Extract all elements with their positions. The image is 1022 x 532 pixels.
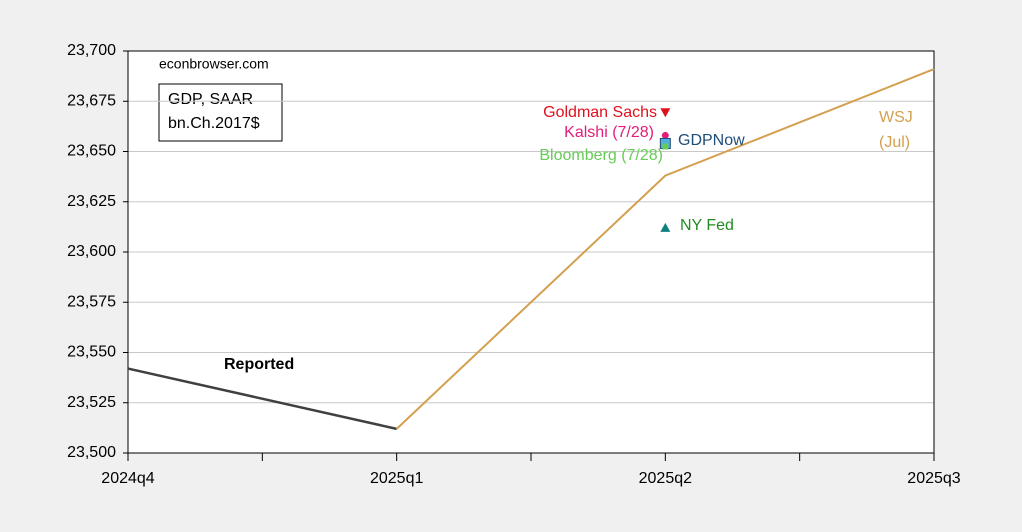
y-tick-label: 23,525 xyxy=(67,394,116,411)
series-label: Bloomberg (7/28) xyxy=(539,147,663,164)
units-box xyxy=(158,83,283,142)
marker xyxy=(662,143,669,150)
series-line xyxy=(395,68,935,430)
y-tick-label: 23,575 xyxy=(67,293,116,310)
series-label: GDPNow xyxy=(678,132,745,149)
y-tick-label: 23,700 xyxy=(67,42,116,59)
y-tick-label: 23,600 xyxy=(67,243,116,260)
y-tick-label: 23,650 xyxy=(67,143,116,160)
series-line xyxy=(127,367,397,431)
source: econbrowser.com xyxy=(159,56,269,72)
y-tick-label: 23,500 xyxy=(67,444,116,461)
series-label: Reported xyxy=(224,356,294,373)
series-label: WSJ xyxy=(879,109,913,126)
series-label: Goldman Sachs xyxy=(543,104,657,121)
y-tick-label: 23,625 xyxy=(67,193,116,210)
units-line: GDP, SAAR xyxy=(168,91,253,108)
series-label: NY Fed xyxy=(680,217,734,234)
x-tick-label: 2025q2 xyxy=(639,470,692,487)
y-tick-label: 23,550 xyxy=(67,344,116,361)
y-tick-label: 23,675 xyxy=(67,92,116,109)
x-tick-label: 2025q3 xyxy=(907,470,960,487)
series-sublabel: (Jul) xyxy=(879,134,910,151)
marker xyxy=(660,108,671,118)
units-line: bn.Ch.2017$ xyxy=(168,115,260,132)
x-tick-label: 2025q1 xyxy=(370,470,423,487)
marker xyxy=(661,131,669,139)
series-label: Kalshi (7/28) xyxy=(564,124,654,141)
marker xyxy=(660,222,671,232)
x-tick-label: 2024q4 xyxy=(101,470,154,487)
